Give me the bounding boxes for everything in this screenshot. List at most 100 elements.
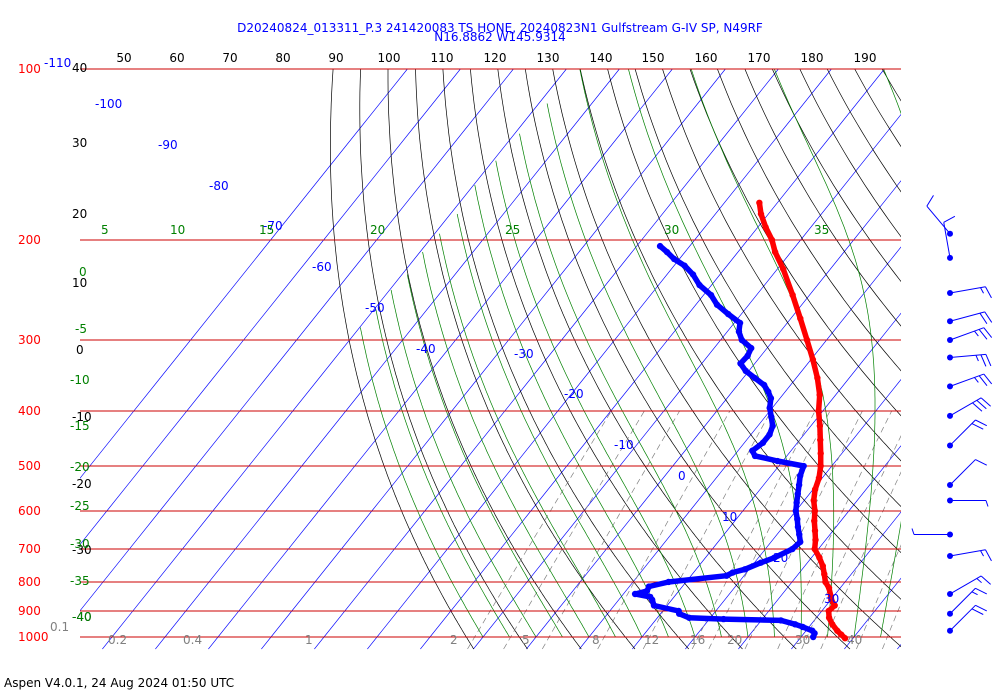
wind-barb-staff: [926, 205, 951, 235]
temp-label: 30: [72, 136, 87, 150]
wind-barb-flag: [983, 327, 993, 338]
pressure-label: 800: [18, 575, 41, 589]
dry-adiabat-label: 70: [222, 51, 237, 65]
wind-barb-flag: [980, 354, 987, 367]
moist-adiabat-label: 10: [170, 223, 185, 237]
temperature-point: [814, 374, 821, 382]
moist-adiabat-line: [439, 233, 616, 638]
isotherm-line: [844, 577, 901, 650]
dewpoint-point: [735, 328, 743, 335]
isotherm-line: [314, 69, 779, 650]
mixing-ratio-label: 0.2: [108, 633, 127, 647]
wind-barb-half: [980, 287, 984, 294]
mixing-ratio-line: [856, 544, 901, 650]
wind-barb-staff: [949, 373, 984, 387]
wind-barb-staff: [943, 222, 951, 258]
dewpoint-point: [738, 336, 745, 344]
dewpoint-point: [647, 593, 654, 601]
temp-label: 0: [76, 343, 84, 357]
temperature-point: [756, 199, 763, 206]
moist-adiabat-label: -20: [70, 460, 90, 474]
dry-adiabat-label: 90: [328, 51, 343, 65]
isotherm-line: [420, 69, 885, 650]
wind-barb-half: [976, 578, 982, 584]
pressure-label: 100: [18, 62, 41, 76]
dewpoint-point: [759, 439, 767, 446]
moist-adiabat-label: 0: [79, 265, 87, 279]
temperature-point: [825, 614, 833, 621]
isotherm-line: [261, 69, 726, 650]
temp-label: -30: [72, 543, 92, 557]
dewpoint-point: [631, 590, 639, 598]
wind-barb-flag: [971, 423, 984, 430]
wind-barb-flag: [943, 215, 956, 223]
dry-adiabat-line: [717, 69, 901, 372]
dry-adiabat-line: [956, 56, 1000, 649]
dewpoint-point: [766, 404, 773, 412]
wind-barb-half: [971, 591, 978, 596]
wind-barb-staff: [949, 311, 985, 322]
moist-adiabat-label: 35: [814, 223, 829, 237]
isotherm-line: [950, 56, 1000, 649]
dry-adiabat-line: [881, 69, 901, 102]
wind-barb-staff: [949, 286, 986, 294]
temperature-point: [831, 602, 838, 609]
dewpoint-point: [793, 499, 800, 506]
isotherm-line: [80, 69, 461, 546]
temperature-point: [771, 248, 779, 256]
wind-barb-half: [975, 354, 979, 362]
temperature-point: [811, 517, 818, 525]
dewpoint-point: [789, 545, 796, 553]
dewpoint-point: [720, 615, 727, 623]
isotherm-line: [80, 69, 408, 479]
temperature-point: [829, 621, 836, 628]
temperature-point: [815, 407, 822, 415]
temperature-point: [817, 462, 824, 470]
temp-label: -20: [72, 477, 92, 491]
temperature-point: [821, 570, 828, 578]
wind-barb-staff: [949, 397, 982, 417]
dewpoint-point: [670, 255, 678, 263]
dry-adiabat-label: 110: [431, 51, 454, 65]
isotherm-label: -80: [209, 179, 229, 193]
wind-barb-half: [911, 528, 915, 535]
wind-barb-flag: [975, 419, 987, 427]
pressure-label: 600: [18, 504, 41, 518]
temperature-point: [825, 584, 833, 592]
temperature-point: [834, 627, 841, 634]
wind-barb-flag: [976, 399, 987, 410]
isotherm-line: [579, 246, 901, 650]
wind-barb-staff: [949, 587, 976, 615]
dewpoint-point: [742, 367, 749, 375]
temperature-point: [811, 507, 819, 515]
dewpoint-point: [771, 554, 778, 561]
dry-adiabat-line: [552, 69, 901, 648]
dry-adiabat-label: 120: [484, 51, 507, 65]
temperature-point: [817, 436, 824, 444]
mixing-ratio-line: [541, 410, 680, 650]
moist-adiabat-line: [390, 289, 537, 638]
mixing-ratio-label: 30: [795, 633, 810, 647]
dry-adiabat-label: 130: [537, 51, 560, 65]
wind-barb-flag: [985, 286, 992, 299]
wind-barb-staff: [949, 604, 976, 632]
dewpoint-point: [794, 515, 801, 523]
moist-adiabat-label: -10: [70, 373, 90, 387]
dewpoint-point: [656, 242, 664, 250]
temperature-point: [811, 545, 818, 553]
moist-adiabat-line: [880, 69, 901, 638]
dry-adiabat-label: 180: [801, 51, 824, 65]
wind-barb-flag: [979, 312, 988, 325]
dewpoint-point: [713, 301, 721, 308]
temperature-point: [825, 607, 832, 615]
wind-barb-flag: [975, 587, 987, 595]
mixing-ratio-label: 16: [690, 633, 705, 647]
dewpoint-point: [800, 462, 807, 470]
dewpoint-point: [751, 452, 759, 460]
dewpoint-point: [741, 566, 749, 573]
wind-barb-flag: [983, 373, 993, 385]
dewpoint-point: [796, 472, 804, 479]
moist-adiabat-line: [579, 69, 775, 638]
isotherm-label: -20: [564, 387, 584, 401]
